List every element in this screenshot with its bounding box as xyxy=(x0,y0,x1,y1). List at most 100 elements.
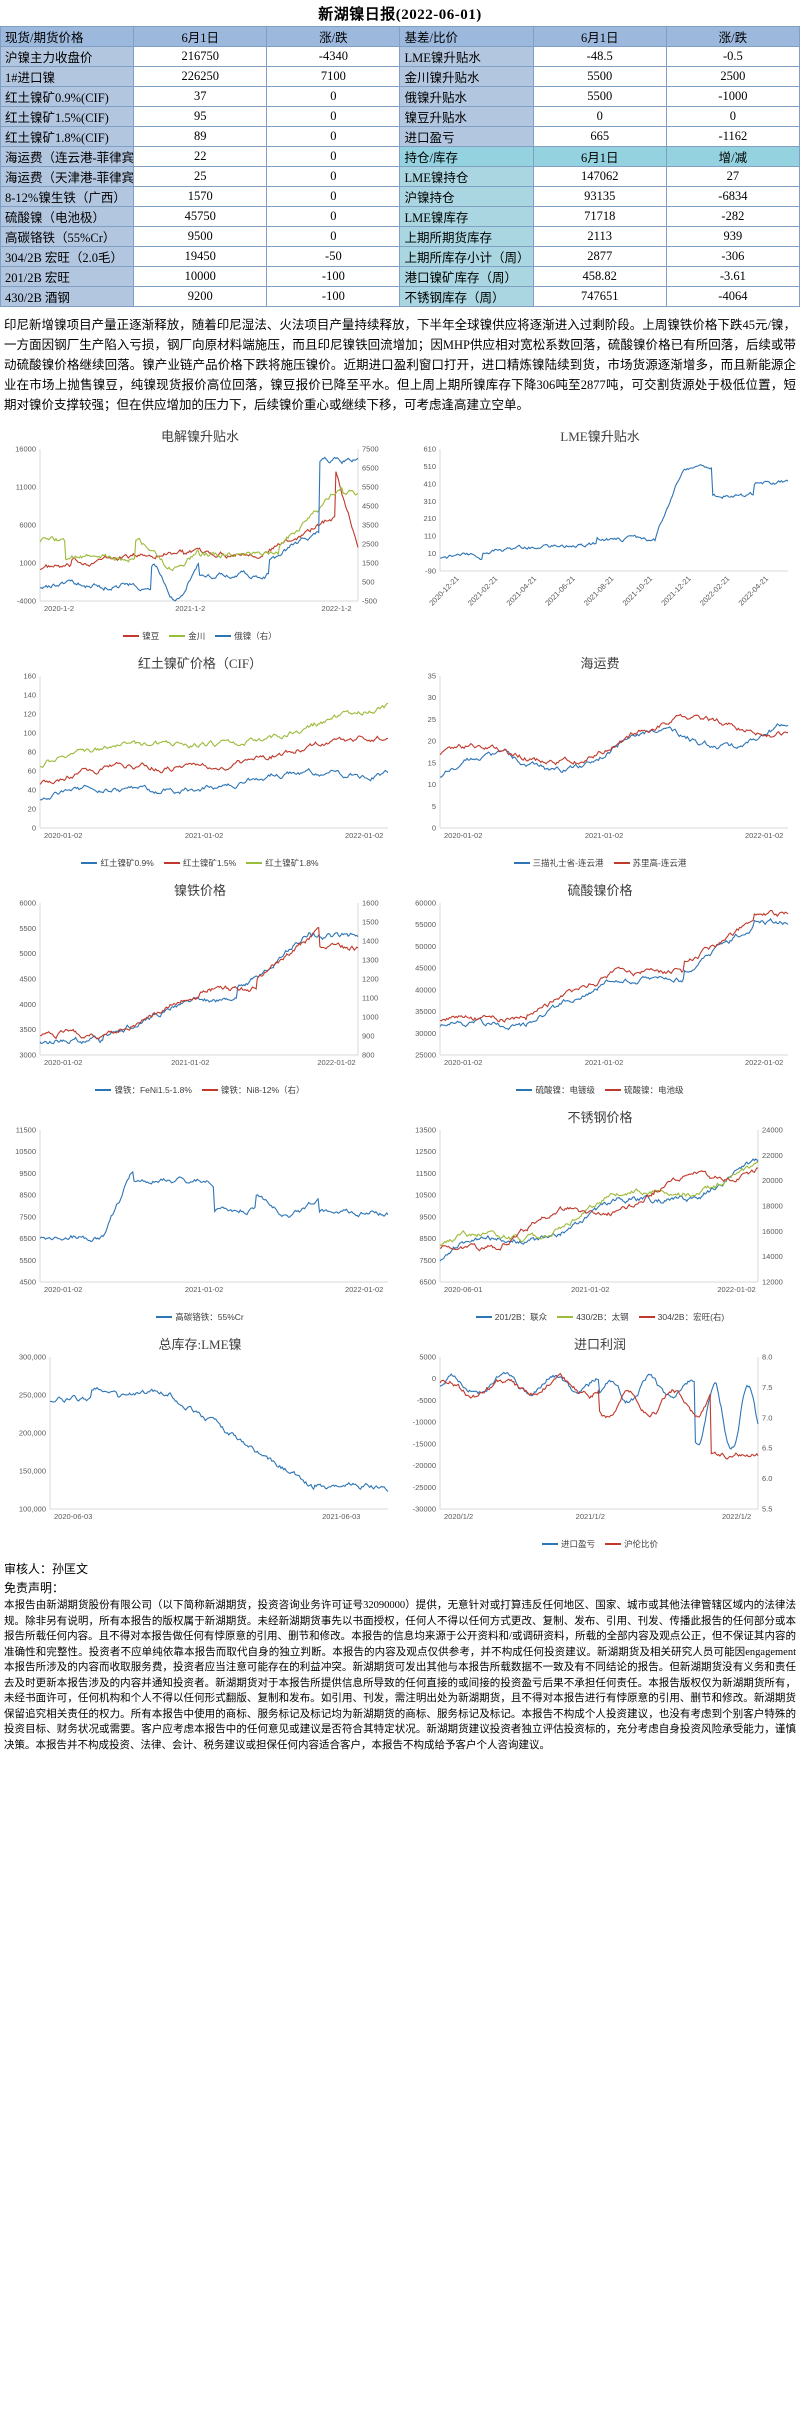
chart-laterite-nickel-ore-price-series-2 xyxy=(39,702,389,768)
chart-nickel-pig-iron-price: 镍铁价格 6000 5500 5000 4500 4000 3500 3000 1600 1500… xyxy=(0,875,400,1102)
table-header-cell: 现货/期货价格 xyxy=(0,26,135,47)
legend-swatch-icon xyxy=(605,1543,621,1545)
legend-spacer xyxy=(0,1536,400,1556)
chart-stainless-steel-price-y2tick: 22000 xyxy=(762,1151,783,1160)
chart-high-carbon-ferrochrome-plot: 11500 10500 9500 8500 7500 6500 5500 4500 2020-0… xyxy=(2,1104,398,1304)
chart-laterite-nickel-ore-price-ytick: 0 xyxy=(32,824,36,833)
row-change: -3.61 xyxy=(665,266,800,287)
chart-lme-nickel-total-stock: 总库存:LME镍 300,000 250,000 200,000 150,000 100,… xyxy=(0,1329,400,1556)
chart-nickel-sulphate-price-ytick: 45000 xyxy=(415,964,436,973)
chart-shipping-cost-ytick: 0 xyxy=(432,824,436,833)
legend-item: 红土镍矿1.5% xyxy=(163,857,237,869)
chart-laterite-nickel-ore-price-series-1 xyxy=(39,735,389,785)
row-label: 上期所期货库存 xyxy=(399,226,534,247)
row-value: 22 xyxy=(133,146,268,167)
row-change: 7100 xyxy=(266,66,401,87)
chart-nickel-pig-iron-price-series-0 xyxy=(39,931,359,1045)
chart-stainless-steel-price-ytick: 6500 xyxy=(419,1278,436,1287)
legend-item: 硫酸镍：电镀级 xyxy=(516,1084,595,1096)
chart-lme-nickel-total-stock-plot: 总库存:LME镍 300,000 250,000 200,000 150,000 100,… xyxy=(2,1331,398,1531)
chart-shipping-cost-ytick: 20 xyxy=(428,737,436,746)
chart-stainless-steel-price-legend: 201/2B：联众 430/2B：太钢 304/2B：宏旺(右) xyxy=(400,1309,800,1329)
chart-stainless-steel-price-xtick: 2020-06-01 xyxy=(444,1285,482,1294)
chart-nickel-pig-iron-price-xtick: 2022-01-02 xyxy=(317,1058,355,1067)
chart-nickel-sulphate-price-ytick: 35000 xyxy=(415,1007,436,1016)
legend-label: 苏里高-连云港 xyxy=(632,858,687,868)
row-label: 430/2B 酒钢 xyxy=(0,286,135,307)
chart-nickel-sulphate-price-ytick: 30000 xyxy=(415,1029,436,1038)
chart-nickel-sulphate-price-xtick: 2021-01-02 xyxy=(585,1058,623,1067)
chart-nickel-sulphate-price-ytick: 60000 xyxy=(415,899,436,908)
chart-stainless-steel-price-y2tick: 12000 xyxy=(762,1278,783,1287)
row-label: 沪镍持仓 xyxy=(399,186,534,207)
chart-nickel-pig-iron-price-title: 镍铁价格 xyxy=(174,883,226,898)
chart-nickel-pig-iron-price-xtick: 2021-01-02 xyxy=(171,1058,209,1067)
chart-lme-nickel-premium-ytick: 510 xyxy=(423,462,436,471)
chart-import-profit-ytick: -30000 xyxy=(413,1505,436,1514)
legend-swatch-icon xyxy=(513,862,530,864)
table-header-cell: 涨/跌 xyxy=(266,26,401,47)
legend-item: 金川 xyxy=(169,630,205,642)
row-label: 硫酸镍（电池极） xyxy=(0,206,135,227)
chart-import-profit-legend: 进口盈亏 沪伦比价 xyxy=(400,1536,800,1556)
chart-nickel-sulphate-price-title: 硫酸镍价格 xyxy=(567,883,632,898)
row-value: 9500 xyxy=(133,226,268,247)
chart-laterite-nickel-ore-price-series-0 xyxy=(39,767,389,801)
chart-stainless-steel-price-ytick: 11500 xyxy=(416,1169,436,1178)
chart-nickel-pig-iron-price-y2tick: 1200 xyxy=(362,975,379,984)
table-row: 红土镍矿0.9%(CIF) 37 0 俄镍升贴水 5500 -1000 xyxy=(0,86,800,107)
chart-electrolytic-nickel-premium-ytick: 11000 xyxy=(16,483,36,492)
chart-stainless-steel-price: 不锈钢价格 13500 12500 11500 10500 9500 8500 7500 650… xyxy=(400,1102,800,1329)
chart-import-profit-y2tick: 6.5 xyxy=(762,1444,772,1453)
row-label: 进口盈亏 xyxy=(399,126,534,147)
chart-electrolytic-nickel-premium-y2tick: 2500 xyxy=(362,540,379,549)
row-change: -50 xyxy=(266,246,401,267)
row-label: 海运费（天津港-菲律宾） xyxy=(0,166,135,187)
row-label: 201/2B 宏旺 xyxy=(0,266,135,287)
row-value: 71718 xyxy=(532,206,667,227)
chart-electrolytic-nickel-premium-y2tick: 1500 xyxy=(362,559,379,568)
chart-high-carbon-ferrochrome-series-0 xyxy=(39,1170,389,1243)
row-change: -4064 xyxy=(665,286,800,307)
row-label: 上期所库存小计（周） xyxy=(399,246,534,267)
chart-nickel-pig-iron-price-ytick: 5500 xyxy=(19,924,36,933)
chart-shipping-cost-xtick: 2020-01-02 xyxy=(444,831,482,840)
chart-laterite-nickel-ore-price-ytick: 60 xyxy=(28,767,36,776)
chart-high-carbon-ferrochrome-ytick: 8500 xyxy=(19,1191,36,1200)
chart-import-profit-y2tick: 8.0 xyxy=(762,1353,772,1362)
chart-electrolytic-nickel-premium-title: 电解镍升贴水 xyxy=(161,429,239,444)
row-value: 458.82 xyxy=(532,266,667,287)
table-row: 8-12%镍生铁（广西） 1570 0 沪镍持仓 93135 -6834 xyxy=(0,186,800,207)
row-value: 19450 xyxy=(133,246,268,267)
chart-nickel-pig-iron-price-ytick: 6000 xyxy=(19,899,36,908)
chart-stainless-steel-price-ytick: 12500 xyxy=(415,1147,436,1156)
chart-nickel-pig-iron-price-y2tick: 1000 xyxy=(362,1013,379,1022)
chart-nickel-sulphate-price-plot: 硫酸镍价格 60000 55000 50000 45000 40000 35000 30000… xyxy=(402,877,798,1077)
chart-electrolytic-nickel-premium-ytick: 1000 xyxy=(19,559,36,568)
chart-import-profit-ytick: -10000 xyxy=(413,1418,436,1427)
legend-label: 镍铁：Ni8-12%（右） xyxy=(220,1085,305,1095)
legend-item: 沪伦比价 xyxy=(605,1538,658,1550)
chart-nickel-pig-iron-price-ytick: 3000 xyxy=(19,1051,36,1060)
chart-import-profit-plot: 进口利润 5000 0 -5000 -10000 -15000 -20000 -25000 -3… xyxy=(402,1331,798,1531)
chart-electrolytic-nickel-premium-xtick: 2022-1-2 xyxy=(322,604,352,613)
chart-stainless-steel-price-y2tick: 24000 xyxy=(762,1126,783,1135)
chart-high-carbon-ferrochrome-xtick: 2022-01-02 xyxy=(345,1285,383,1294)
chart-laterite-nickel-ore-price-ytick: 40 xyxy=(28,786,36,795)
chart-nickel-pig-iron-price-y2tick: 800 xyxy=(362,1051,375,1060)
row-change: -100 xyxy=(266,286,401,307)
chart-electrolytic-nickel-premium-ytick: 16000 xyxy=(15,445,36,454)
chart-nickel-pig-iron-price-y2tick: 1500 xyxy=(362,918,379,927)
legend-label: 红土镍矿1.5% xyxy=(182,858,237,868)
row-label: 8-12%镍生铁（广西） xyxy=(0,186,135,207)
legend-item: 201/2B：联众 xyxy=(475,1311,547,1323)
chart-electrolytic-nickel-premium-y2tick: 3500 xyxy=(362,521,379,530)
chart-import-profit-y2tick: 7.5 xyxy=(762,1383,772,1392)
legend-swatch-icon xyxy=(541,1543,558,1545)
chart-shipping-cost: 海运费 35 30 25 20 15 10 5 0 2020-01-02 2021-01-02 202… xyxy=(400,648,800,875)
chart-high-carbon-ferrochrome-ytick: 7500 xyxy=(19,1212,36,1221)
row-change: 0 xyxy=(266,186,401,207)
table-header-cell: 6月1日 xyxy=(133,26,268,47)
row-change: -1000 xyxy=(665,86,800,107)
chart-high-carbon-ferrochrome-xtick: 2021-01-02 xyxy=(185,1285,223,1294)
